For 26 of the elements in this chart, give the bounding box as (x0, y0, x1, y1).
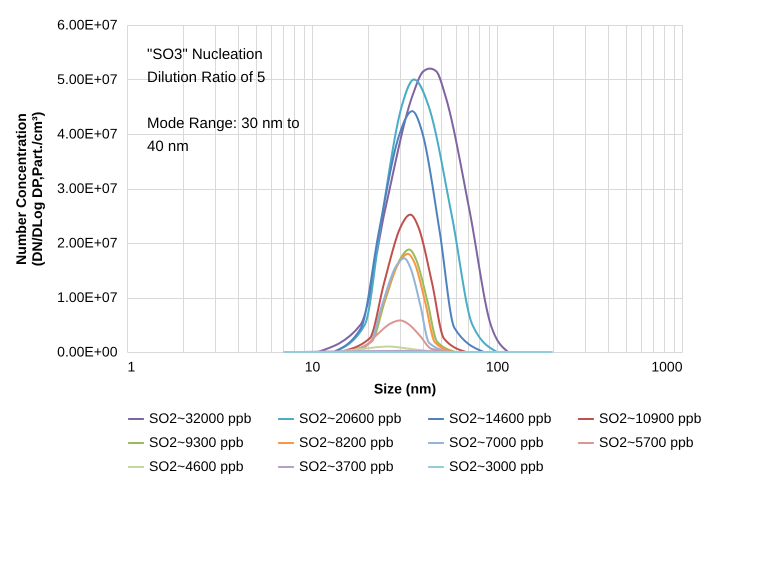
legend-label: SO2~7000 ppb (449, 434, 544, 450)
legend-label: SO2~8200 ppb (299, 434, 394, 450)
x-tick-label: 1000 (651, 358, 683, 374)
legend-label: SO2~5700 ppb (599, 434, 694, 450)
x-tick-label: 10 (304, 358, 320, 374)
x-tick-label: 100 (486, 358, 510, 374)
legend-label: SO2~14600 ppb (449, 410, 552, 426)
annotation: Mode Range: 30 nm to 40 nm (147, 115, 300, 155)
y-tick-label: 5.00E+07 (57, 71, 118, 87)
legend-label: SO2~3700 ppb (299, 458, 394, 474)
legend-label: SO2~32000 ppb (149, 410, 252, 426)
legend-label: SO2~3000 ppb (449, 458, 544, 474)
y-tick-label: 0.00E+00 (57, 344, 118, 360)
y-axis-title: Number Concentration (DN/DLog DP,Part./cm³) (13, 112, 46, 266)
y-tick-label: 6.00E+07 (57, 16, 118, 32)
annotation: "SO3" Nucleation Dilution Ratio of 5 (147, 46, 266, 86)
y-tick-label: 3.00E+07 (57, 180, 118, 196)
legend-label: SO2~9300 ppb (149, 434, 244, 450)
y-tick-label: 1.00E+07 (57, 289, 118, 305)
x-tick-label: 1 (128, 358, 136, 374)
legend-label: SO2~4600 ppb (149, 458, 244, 474)
y-tick-label: 2.00E+07 (57, 234, 118, 250)
legend-label: SO2~10900 ppb (599, 410, 702, 426)
y-tick-label: 4.00E+07 (57, 126, 118, 142)
x-axis-title: Size (nm) (374, 380, 436, 396)
legend-label: SO2~20600 ppb (299, 410, 402, 426)
